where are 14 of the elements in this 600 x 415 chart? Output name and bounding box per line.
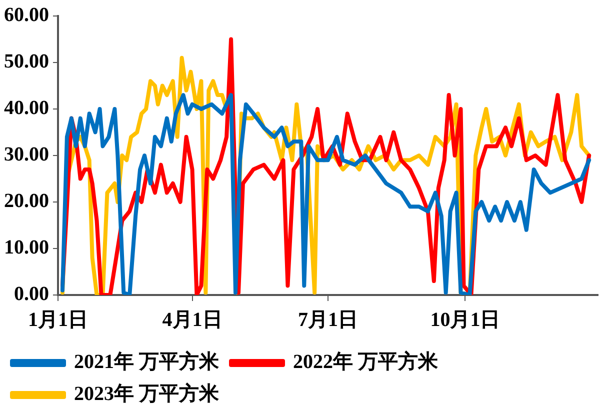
y-tick-label: 40.00 [4,97,49,120]
y-tick-label: 60.00 [4,4,49,26]
legend-label: 2021年 万平方米 [74,350,220,374]
x-tick-label: 4月1日 [162,309,222,332]
x-tick-label: 7月1日 [298,309,358,332]
x-tick-label: 1月1日 [28,309,88,332]
legend-label: 2022年 万平方米 [293,350,439,374]
y-tick-label: 50.00 [4,50,49,73]
legend-label: 2023年 万平方米 [74,382,220,406]
y-tick-label: 20.00 [4,190,49,212]
y-tick-label: 10.00 [4,236,49,259]
y-tick-label: 0.00 [14,283,49,306]
y-tick-label: 30.00 [4,144,49,166]
x-tick-label: 10月1日 [430,309,500,332]
